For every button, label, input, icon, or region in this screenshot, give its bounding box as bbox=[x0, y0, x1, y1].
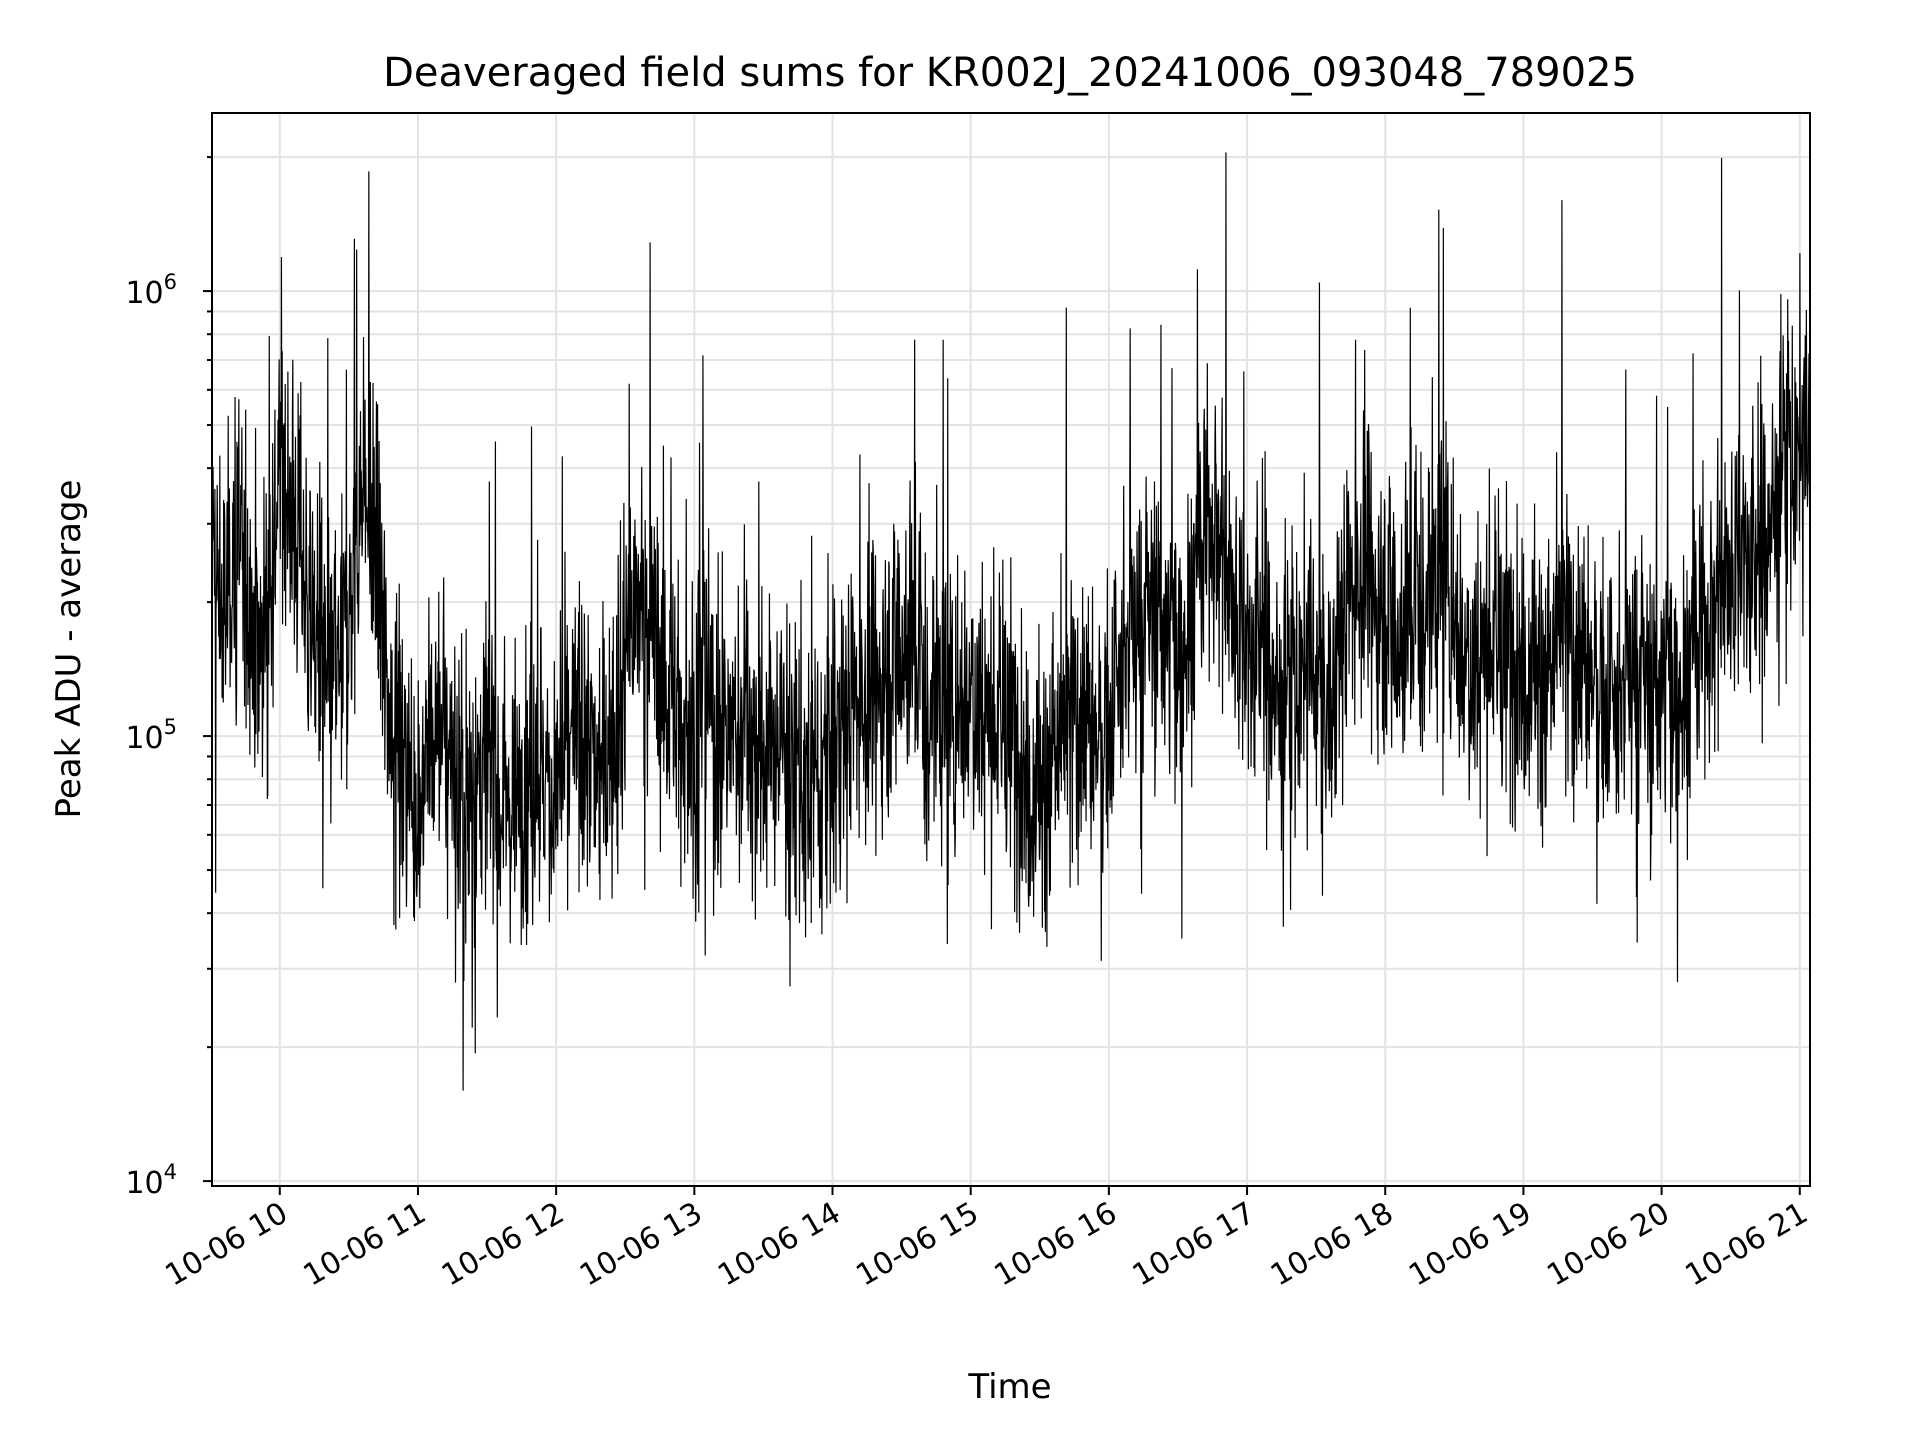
x-tick-label: 10-06 12 bbox=[436, 1196, 570, 1294]
plot-frame bbox=[211, 112, 1811, 1187]
chart-title: Deaveraged field sums for KR002J_2024100… bbox=[383, 50, 1637, 96]
y-tick-label: 106 bbox=[125, 270, 177, 311]
x-tick-label: 10-06 14 bbox=[712, 1196, 846, 1294]
x-tick-label: 10-06 19 bbox=[1403, 1196, 1537, 1294]
x-tick-label: 10-06 11 bbox=[298, 1196, 432, 1294]
x-tick-label: 10-06 18 bbox=[1265, 1196, 1399, 1294]
x-tick-label: 10-06 15 bbox=[850, 1196, 984, 1294]
y-tick-label: 105 bbox=[125, 715, 177, 756]
x-tick-label: 10-06 17 bbox=[1127, 1196, 1261, 1294]
x-axis-ticks: 10-06 10 10-06 11 10-06 12 10-06 13 10-06 14… bbox=[159, 1185, 1814, 1294]
x-tick-label: 10-06 13 bbox=[574, 1196, 708, 1294]
x-tick-label: 10-06 16 bbox=[989, 1196, 1123, 1294]
y-axis-ticks: 104 105 106 bbox=[125, 156, 213, 1201]
series-line bbox=[212, 152, 1810, 1091]
x-tick-label: 10-06 21 bbox=[1679, 1196, 1813, 1294]
y-axis-label: Peak ADU - average bbox=[49, 480, 89, 819]
x-tick-label: 10-06 20 bbox=[1541, 1196, 1675, 1294]
x-axis-label: Time bbox=[967, 1367, 1051, 1407]
x-tick-label: 10-06 10 bbox=[159, 1196, 293, 1294]
y-tick-label: 104 bbox=[125, 1160, 177, 1201]
data-line bbox=[212, 152, 1810, 1091]
